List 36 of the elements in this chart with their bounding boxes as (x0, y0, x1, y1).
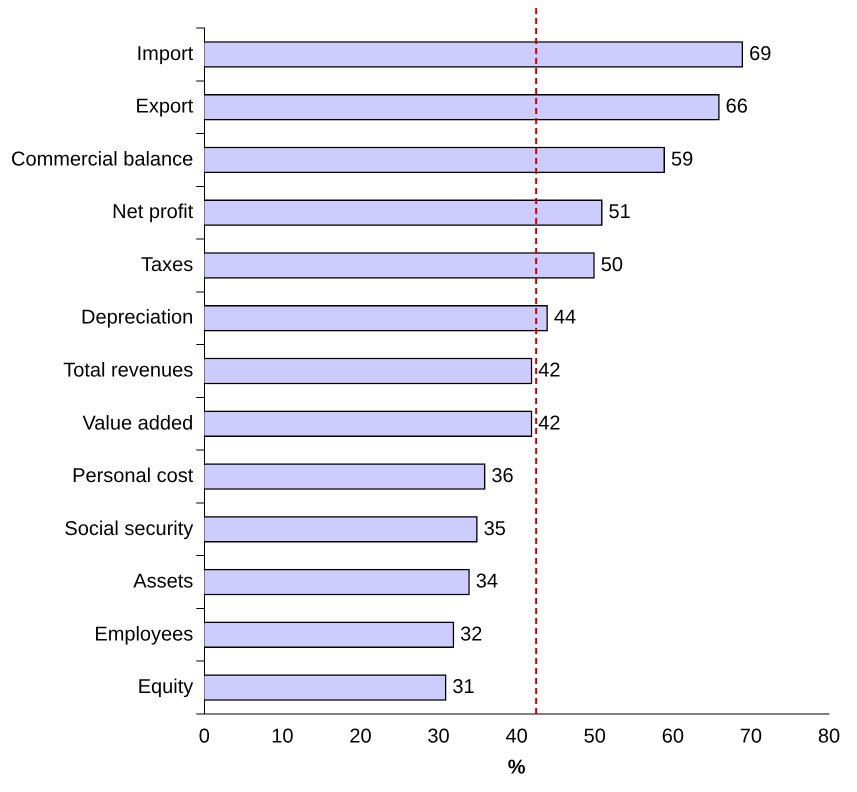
y-tick-label: Depreciation (81, 306, 194, 329)
x-tick-label: 70 (740, 726, 762, 748)
y-tick-label: Employees (94, 623, 194, 646)
y-tick-label: Commercial balance (11, 148, 194, 170)
y-tick-label: Personal cost (72, 465, 194, 488)
data-label: 51 (608, 201, 631, 224)
x-tick-label: 50 (584, 726, 606, 748)
x-tick-label: 40 (506, 726, 528, 748)
y-tick-label: Equity (138, 676, 194, 698)
data-label: 36 (491, 465, 514, 488)
y-tick-label: Value added (82, 412, 194, 434)
data-label: 35 (484, 518, 506, 540)
data-label: 69 (749, 42, 772, 65)
y-tick-label: Import (136, 42, 194, 65)
x-tick-label: 20 (349, 726, 372, 748)
x-axis-title: % (508, 756, 526, 779)
y-tick-label: Net profit (112, 201, 194, 224)
data-label: 32 (460, 623, 482, 646)
y-tick-label: Taxes (141, 254, 194, 276)
y-tick-label: Social security (64, 518, 194, 540)
x-tick-label: 60 (662, 726, 684, 748)
x-tick-label: 30 (427, 726, 450, 748)
y-tick-label: Assets (133, 570, 194, 593)
data-label: 34 (476, 570, 498, 593)
x-tick-label: 10 (271, 726, 294, 748)
data-label: 31 (452, 676, 475, 698)
x-tick-label: 80 (818, 726, 840, 748)
data-label: 66 (726, 96, 748, 118)
x-tick-label: 0 (198, 726, 210, 748)
data-label: 59 (671, 148, 694, 170)
data-label: 50 (600, 254, 623, 276)
data-label: 42 (538, 360, 561, 382)
y-tick-label: Export (135, 96, 194, 118)
data-label: 42 (538, 412, 561, 434)
y-tick-label: Total revenues (63, 360, 194, 382)
data-label: 44 (554, 306, 576, 329)
